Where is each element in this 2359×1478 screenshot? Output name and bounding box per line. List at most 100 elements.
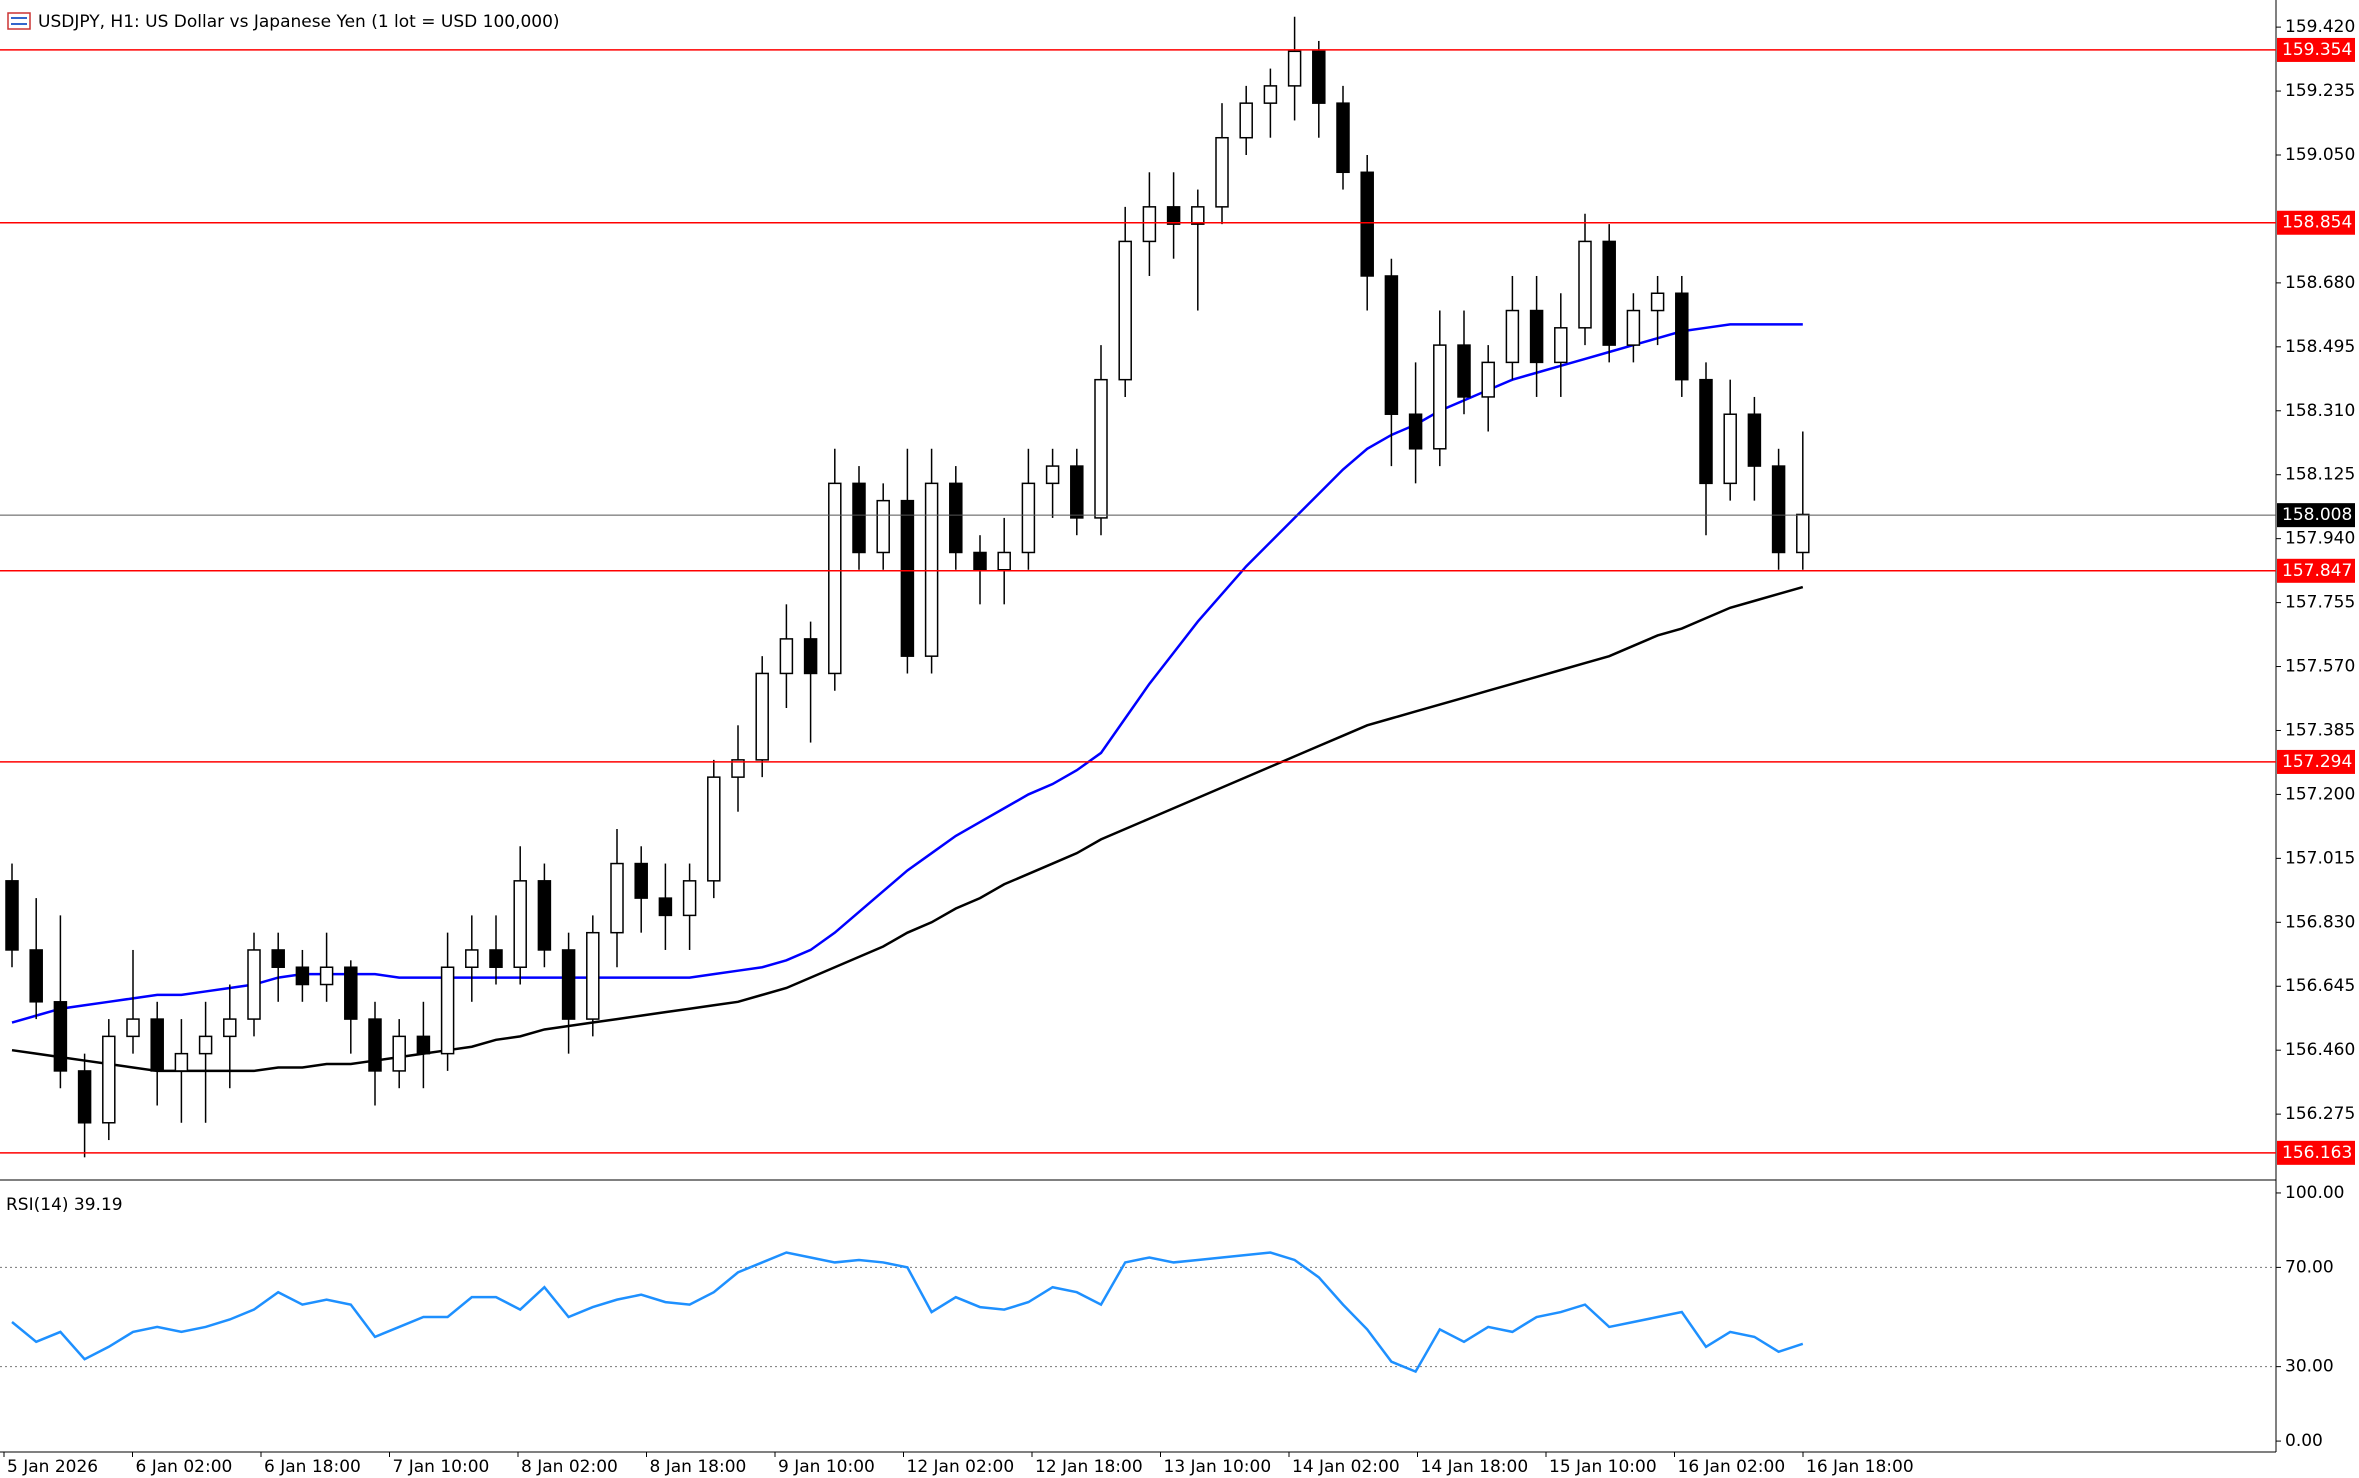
candle-body: [1287, 50, 1302, 87]
candle-body: [537, 880, 552, 951]
chart-title: USDJPY, H1: US Dollar vs Japanese Yen (1…: [38, 12, 560, 32]
y-tick-label: 70.00: [2285, 1257, 2334, 1277]
candle-body: [29, 949, 43, 1003]
candle-body: [1481, 361, 1495, 398]
x-tick-label: 9 Jan 10:00: [778, 1457, 875, 1477]
candle-body: [682, 880, 697, 917]
x-tick-label: 16 Jan 18:00: [1806, 1457, 1914, 1477]
candle-body: [126, 1018, 140, 1038]
candle-body: [1626, 309, 1641, 346]
level-label-box: [2277, 749, 2355, 774]
candle-body: [876, 499, 890, 554]
candle-body: [1021, 482, 1036, 554]
y-tick-label: 156.645: [2285, 976, 2355, 996]
x-tick-label: 14 Jan 18:00: [1421, 1457, 1529, 1477]
level-label-box: [2277, 1140, 2355, 1165]
x-tick-label: 7 Jan 10:00: [393, 1457, 490, 1477]
last-price-label: 158.008: [2282, 505, 2352, 525]
candle-body: [198, 1035, 213, 1055]
x-tick-label: 5 Jan 2026: [7, 1457, 98, 1477]
candle-body: [1723, 413, 1737, 485]
candle-body: [392, 1035, 406, 1072]
candle-body: [1408, 413, 1423, 450]
candle-body: [1142, 206, 1157, 243]
candle-body: [634, 862, 648, 899]
candle-body: [1675, 292, 1689, 381]
y-tick-label: 159.235: [2285, 81, 2355, 101]
candle-body: [1166, 206, 1181, 225]
candle-body: [779, 638, 794, 675]
candle-body: [1650, 292, 1665, 312]
candle-body: [319, 966, 334, 986]
candle-body: [1239, 102, 1253, 139]
candle-body: [1215, 136, 1229, 208]
y-tick-label: 159.050: [2285, 145, 2355, 165]
rsi-line: [11, 1251, 1804, 1374]
candle-body: [440, 966, 455, 1055]
y-tick-label: 157.015: [2285, 848, 2355, 868]
candle-body: [1118, 240, 1132, 381]
candle-body: [1771, 465, 1786, 554]
candle-body: [1336, 102, 1350, 174]
candle-body: [1433, 344, 1447, 450]
candle-body: [1578, 240, 1592, 329]
y-tick-label: 157.200: [2285, 784, 2355, 804]
candle-body: [1070, 465, 1084, 519]
candle-body: [223, 1018, 237, 1038]
candle-body: [174, 1052, 189, 1072]
level-label: 158.854: [2282, 213, 2352, 233]
x-tick-label: 16 Jan 02:00: [1678, 1457, 1786, 1477]
candle-body: [852, 482, 866, 554]
candle-body: [465, 949, 479, 968]
y-tick-label: 100.00: [2285, 1183, 2344, 1203]
candle-body: [150, 1018, 164, 1072]
y-tick-label: 0.00: [2285, 1431, 2323, 1451]
x-tick-label: 8 Jan 18:00: [650, 1457, 747, 1477]
candle-body: [344, 966, 358, 1020]
candle-body: [1747, 413, 1762, 467]
candle-body: [1699, 378, 1713, 485]
candle-body: [755, 672, 769, 761]
candle-body: [610, 862, 624, 934]
x-tick-label: 14 Jan 02:00: [1292, 1457, 1400, 1477]
candle-body: [1529, 309, 1544, 364]
x-tick-label: 8 Jan 02:00: [521, 1457, 618, 1477]
candle-body: [900, 499, 915, 657]
candle-body: [416, 1035, 431, 1055]
y-tick-label: 30.00: [2285, 1357, 2334, 1377]
moving-average: [11, 585, 1804, 1073]
level-label-box: [2277, 558, 2355, 583]
level-label-box: [2277, 210, 2355, 235]
candle-body: [1457, 344, 1471, 398]
y-tick-label: 156.275: [2285, 1104, 2355, 1124]
y-tick-label: 157.570: [2285, 657, 2355, 677]
x-tick-label: 6 Jan 18:00: [264, 1457, 361, 1477]
y-tick-label: 157.940: [2285, 529, 2355, 549]
level-label-box: [2277, 37, 2355, 62]
candle-body: [1554, 327, 1568, 364]
candle-body: [924, 482, 939, 657]
candle-body: [271, 949, 285, 968]
candle-body: [1191, 206, 1205, 225]
x-tick-label: 13 Jan 10:00: [1164, 1457, 1272, 1477]
moving-average: [11, 323, 1803, 1024]
candle-body: [949, 482, 963, 554]
x-tick-label: 12 Jan 02:00: [907, 1457, 1015, 1477]
level-label: 159.354: [2282, 40, 2352, 60]
candle-body: [295, 966, 310, 986]
candle-body: [997, 551, 1011, 571]
y-tick-label: 159.420: [2285, 17, 2355, 37]
y-tick-label: 156.460: [2285, 1040, 2355, 1060]
y-tick-label: 158.495: [2285, 337, 2355, 357]
candle-body: [1094, 378, 1108, 519]
candle-body: [1263, 85, 1278, 104]
candle-body: [803, 638, 818, 675]
candle-body: [102, 1035, 116, 1124]
candle-body: [1312, 50, 1326, 104]
y-tick-label: 156.830: [2285, 912, 2355, 932]
level-label: 157.294: [2282, 752, 2352, 772]
x-tick-label: 15 Jan 10:00: [1549, 1457, 1657, 1477]
y-tick-label: 158.310: [2285, 401, 2355, 421]
